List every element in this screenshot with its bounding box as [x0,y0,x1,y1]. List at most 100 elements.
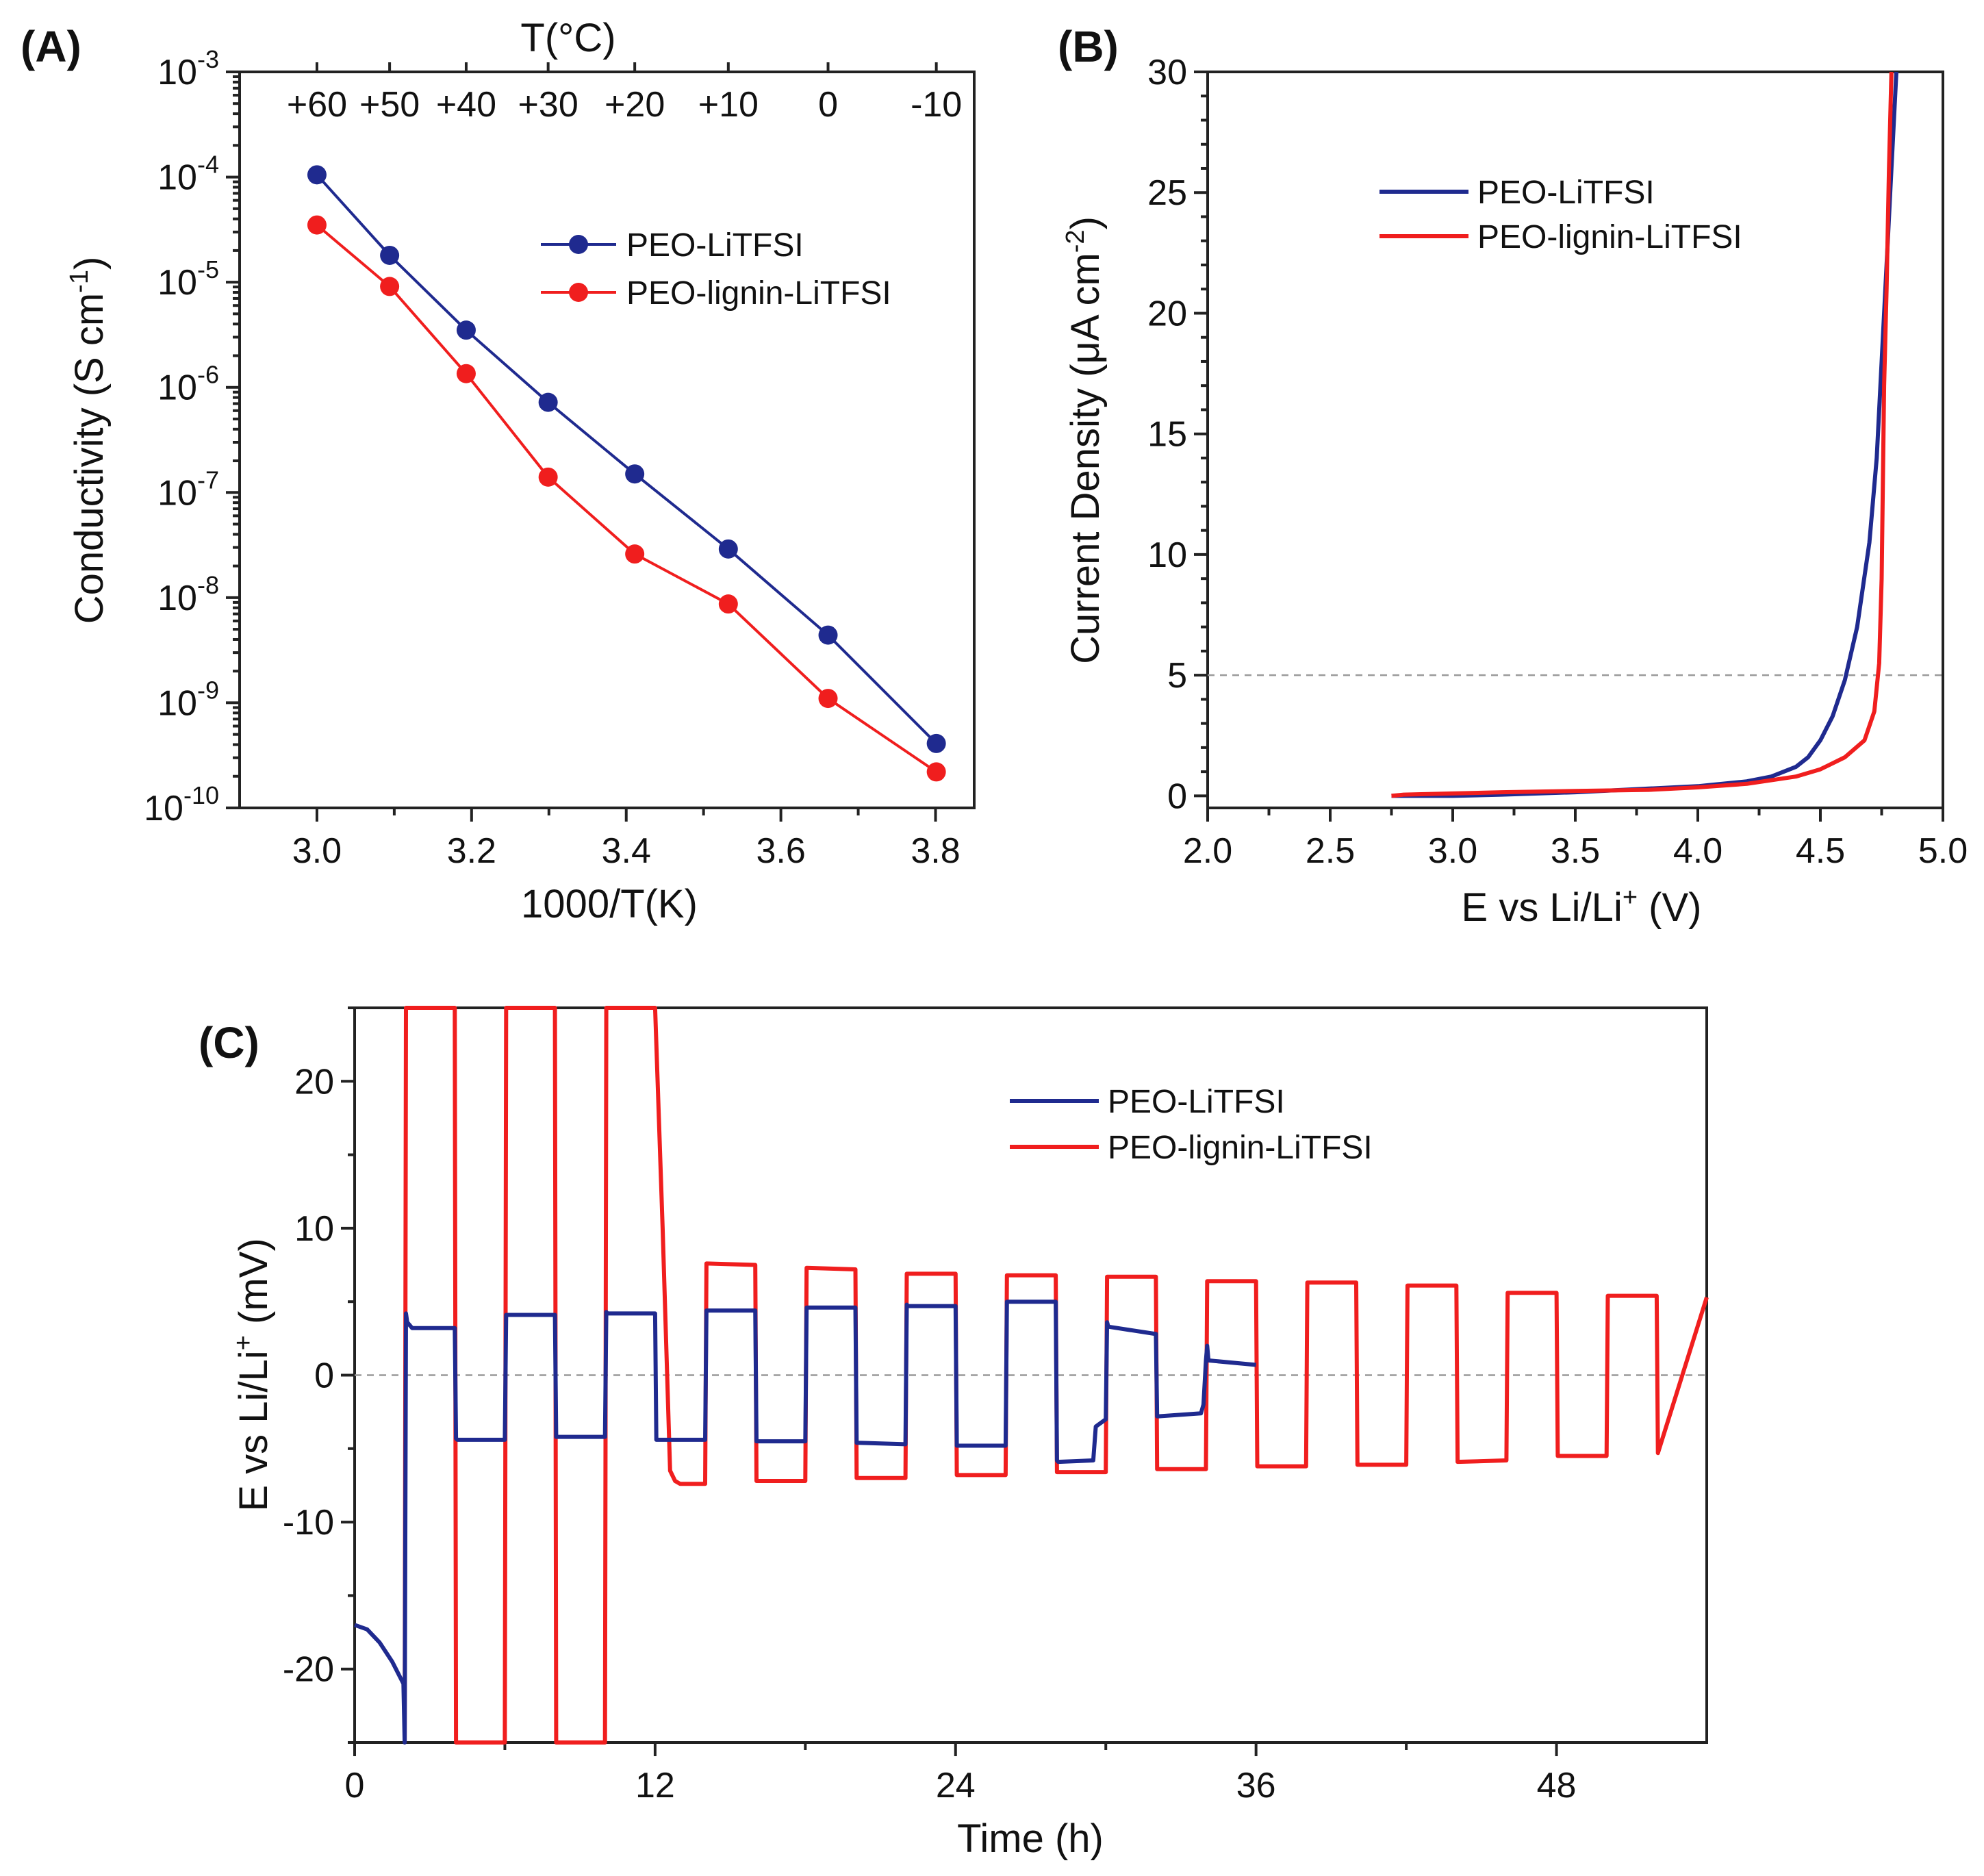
panel-c-x-ticks: 0 12 24 36 48 [345,1742,1577,1805]
panel-b-x-tick-label: 3.0 [1428,831,1477,871]
panel-c-series [353,1006,1709,1745]
panel-a-y-tick-label: 10-5 [157,255,219,303]
panel-a-x-axis-title: 1000/T(K) [521,882,698,926]
panel-b-y-tick-label: 25 [1147,173,1187,213]
panel-a-point-peo-lignin-litfsi [538,467,558,487]
panel-c-y-ticks: -20 -10 0 10 20 [283,1006,355,1744]
panel-a-point-peo-litfsi [625,464,645,484]
panel-a-legend-label-peo-litfsi: PEO-LiTFSI [626,227,804,264]
panel-b-y-tick-label: 20 [1147,294,1187,333]
panel-a-point-peo-litfsi [926,733,946,753]
panel-c-y-tick-label: -20 [283,1650,334,1690]
panel-a-point-peo-lignin-litfsi [307,215,327,235]
panel-a-top-tick-label: +60 [287,85,347,125]
panel-b-y-tick-label: 5 [1167,656,1187,696]
panel-b-y-tick-label: 10 [1147,535,1187,575]
panel-a-label: (A) [21,22,81,71]
panel-c-legend-label-peo-lignin-litfsi: PEO-lignin-LiTFSI [1108,1130,1373,1166]
panel-a-y-tick-label: 10-9 [157,676,219,723]
panel-b-x-tick-label: 2.0 [1183,831,1232,871]
panel-a-point-peo-lignin-litfsi [456,364,476,383]
panel-a-point-peo-lignin-litfsi [625,544,645,564]
panel-b-x-tick-label: 4.5 [1796,831,1845,871]
panel-a-point-peo-lignin-litfsi [926,762,946,782]
panel-a-x-tick-label: 3.2 [447,831,496,871]
panel-a-legend-marker-peo-litfsi [569,235,588,254]
panel-b-current-density-chart: (B) 2.0 2.5 3.0 3.5 4.0 4.5 5.0 0 5 10 15 20 25 30 E… [1058,22,1968,930]
panel-a-y-tick-label: 10-7 [157,466,219,513]
panel-a-top-tick-label: +30 [518,85,578,125]
panel-b-label: (B) [1058,22,1119,71]
panel-a-legend-marker-peo-lignin-litfsi [569,283,588,302]
panel-b-legend-label-peo-litfsi: PEO-LiTFSI [1477,175,1655,211]
panel-b-x-tick-label: 4.0 [1673,831,1722,871]
panel-a-y-tick-label: 10-8 [157,571,219,618]
panel-c-voltage-time-chart: (C) 0 12 24 36 48 -20 -10 0 10 20 Time (h) E vs … [199,1006,1709,1861]
panel-c-x-tick-label: 0 [345,1766,365,1805]
panel-a-point-peo-litfsi [718,539,738,559]
panel-a-top-tick-label: +20 [605,85,665,125]
panel-a-legend-label-peo-lignin-litfsi: PEO-lignin-LiTFSI [626,275,891,312]
panel-a-top-tick-label: +40 [436,85,496,125]
panel-c-legend: PEO-LiTFSI PEO-lignin-LiTFSI [1010,1084,1373,1166]
panel-a-legend: PEO-LiTFSI PEO-lignin-LiTFSI [541,227,891,312]
panel-c-x-tick-label: 24 [936,1766,976,1805]
panel-a-y-ticks: 10-10 10-9 10-8 10-7 10-6 10-5 10-4 10-3 [144,45,240,828]
panel-c-x-tick-label: 48 [1537,1766,1577,1805]
panel-a-point-peo-litfsi [307,165,327,185]
panel-a-y-tick-label: 10-10 [144,781,219,828]
panel-a-x-tick-label: 3.0 [292,831,342,871]
panel-c-x-axis-title: Time (h) [957,1816,1104,1861]
panel-c-y-tick-label: 0 [314,1356,334,1396]
panel-b-y-tick-label: 15 [1147,415,1187,455]
panel-c-legend-label-peo-litfsi: PEO-LiTFSI [1108,1084,1285,1120]
panel-b-y-tick-label: 30 [1147,53,1187,92]
panel-c-series-line-peo-litfsi [353,1300,1256,1745]
panel-a-series [307,165,946,782]
panel-a-point-peo-lignin-litfsi [818,689,838,709]
panel-b-series [1391,71,1898,798]
panel-a-point-peo-litfsi [380,245,400,265]
panel-a-series-line-peo-lignin-litfsi [316,224,937,774]
panel-a-point-peo-lignin-litfsi [380,277,400,296]
panel-b-legend: PEO-LiTFSI PEO-lignin-LiTFSI [1379,175,1742,255]
panel-a-point-peo-litfsi [456,320,476,340]
panel-a-top-tick-label: +50 [359,85,420,125]
panel-c-y-tick-label: 10 [294,1209,334,1249]
panel-c-label: (C) [199,1018,259,1067]
panel-b-x-axis-title: E vs Li/Li+ (V) [1462,883,1702,930]
panel-a-x-ticks: 3.0 3.2 3.4 3.6 3.8 [292,808,961,871]
panel-a-y-tick-label: 10-3 [157,45,219,92]
panel-a-series-line-peo-litfsi [316,173,938,745]
panel-b-legend-label-peo-lignin-litfsi: PEO-lignin-LiTFSI [1477,219,1742,255]
panel-a-point-peo-lignin-litfsi [718,594,738,614]
panel-c-y-tick-label: -10 [283,1503,334,1543]
panel-b-x-tick-label: 5.0 [1918,831,1968,871]
panel-a-top-tick-label: 0 [818,85,838,125]
panel-a-y-tick-label: 10-6 [157,361,219,408]
panel-a-y-tick-label: 10-4 [157,151,219,198]
panel-a-x-tick-label: 3.8 [911,831,960,871]
panel-a-plot-frame [238,71,976,809]
panel-a-point-peo-litfsi [818,625,838,645]
panel-a-point-peo-litfsi [538,392,558,412]
panel-a-y-axis-title: Conductivity (S cm-1) [65,257,112,624]
panel-b-x-tick-label: 3.5 [1551,831,1600,871]
panel-b-x-tick-label: 2.5 [1306,831,1355,871]
panel-b-series-line-peo-lignin-litfsi [1391,71,1894,798]
panel-b-x-ticks: 2.0 2.5 3.0 3.5 4.0 4.5 5.0 [1183,808,1968,871]
panel-a-conductivity-chart: (A) T(°C) 3.0 3.2 3.4 3.6 3.8 10-1010-910-81… [21,16,976,926]
panel-b-y-ticks: 0 5 10 15 20 25 30 [1147,53,1208,816]
panel-a-top-tick-label: -10 [911,85,962,125]
panel-b-y-tick-label: 0 [1167,776,1187,816]
panel-b-y-axis-title: Current Density (μA cm-2) [1061,216,1108,664]
panel-a-top-axis-ticks: +60 +50 +40 +30 +20 +10 0 -10 [287,62,962,125]
panel-a-x-tick-label: 3.6 [756,831,805,871]
panel-c-y-axis-title: E vs Li/Li+ (mV) [229,1238,276,1511]
panel-c-y-tick-label: 20 [294,1062,334,1102]
panel-c-x-tick-label: 36 [1236,1766,1276,1805]
panel-c-x-tick-label: 12 [635,1766,675,1805]
panel-a-top-axis-title: T(°C) [520,16,615,60]
panel-a-top-tick-label: +10 [698,85,759,125]
